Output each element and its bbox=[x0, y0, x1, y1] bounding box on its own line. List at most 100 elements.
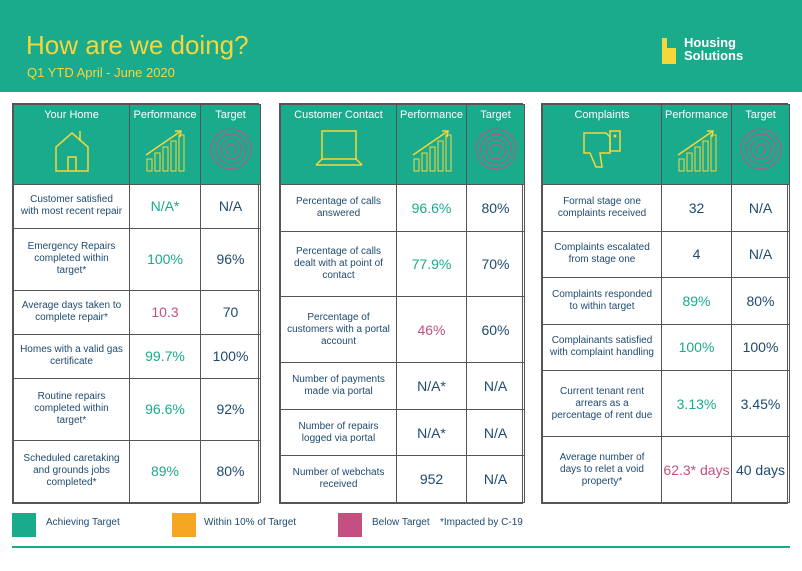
target-icon bbox=[740, 128, 781, 170]
heading-performance: Performance bbox=[661, 104, 732, 185]
heading-performance: Performance bbox=[129, 104, 201, 185]
table-row: Current tenant rent arrears as a percent… bbox=[542, 370, 790, 438]
table-row: Scheduled caretaking and grounds jobs co… bbox=[13, 439, 261, 504]
table-row: Formal stage one complaints received 32 … bbox=[542, 184, 790, 232]
heading-target: Target bbox=[466, 104, 525, 185]
target-value: 100% bbox=[731, 323, 790, 372]
target-value: N/A bbox=[731, 230, 790, 279]
metric-label: Emergency Repairs completed within targe… bbox=[13, 227, 130, 291]
target-value: 96% bbox=[200, 227, 261, 291]
target-value: 92% bbox=[200, 377, 261, 441]
target-value: 70% bbox=[466, 230, 525, 298]
target-value: 80% bbox=[466, 184, 525, 232]
metric-label: Number of payments made via portal bbox=[280, 362, 397, 410]
legend-within: Within 10% of Target bbox=[204, 517, 297, 528]
heading-complaints: Complaints bbox=[542, 104, 662, 185]
metric-label: Percentage of calls dealt with at point … bbox=[280, 230, 397, 298]
header-banner: How are we doing? Q1 YTD April - June 20… bbox=[0, 0, 802, 92]
target-value: 100% bbox=[200, 333, 261, 379]
legend-achieving: Achieving Target bbox=[46, 517, 120, 528]
performance-value: 77.9% bbox=[396, 230, 467, 298]
table-row: Homes with a valid gas certificate 99.7%… bbox=[13, 333, 261, 379]
table-row: Complaints responded to within target 89… bbox=[542, 277, 790, 325]
metric-label: Percentage of calls answered bbox=[280, 184, 397, 232]
table-row: Number of payments made via portal N/A* … bbox=[280, 362, 525, 410]
legend-note: *Impacted by C-19 bbox=[440, 517, 523, 528]
performance-value: 89% bbox=[129, 439, 201, 504]
target-value: 3.45% bbox=[731, 370, 790, 438]
performance-value: N/A* bbox=[396, 408, 467, 457]
performance-value: 46% bbox=[396, 296, 467, 364]
target-value: N/A bbox=[200, 184, 261, 229]
your-home-table: Your Home Performance bbox=[13, 104, 261, 504]
page-subtitle: Q1 YTD April - June 2020 bbox=[27, 65, 175, 80]
heading-customer-contact: Customer Contact bbox=[280, 104, 397, 185]
target-value: 70 bbox=[200, 289, 261, 335]
target-value: 80% bbox=[731, 277, 790, 325]
growth-chart-icon bbox=[412, 130, 451, 172]
performance-value: 952 bbox=[396, 455, 467, 503]
performance-value: 99.7% bbox=[129, 333, 201, 379]
performance-value: 100% bbox=[129, 227, 201, 291]
metric-label: Number of repairs logged via portal bbox=[280, 408, 397, 457]
performance-value: 3.13% bbox=[661, 370, 732, 438]
within-swatch bbox=[172, 513, 196, 537]
table-row: Customer satisfied with most recent repa… bbox=[13, 184, 261, 229]
metric-label: Routine repairs completed within target* bbox=[13, 377, 130, 441]
table-row: Percentage of calls dealt with at point … bbox=[280, 230, 525, 298]
performance-value: 100% bbox=[661, 323, 732, 372]
target-icon bbox=[210, 128, 251, 170]
target-value: N/A bbox=[466, 362, 525, 410]
performance-value: 4 bbox=[661, 230, 732, 279]
metric-label: Number of webchats received bbox=[280, 455, 397, 503]
performance-value: 89% bbox=[661, 277, 732, 325]
table-row: Complaints escalated from stage one 4 N/… bbox=[542, 230, 790, 279]
footer-divider bbox=[12, 546, 790, 548]
target-icon bbox=[475, 128, 516, 170]
performance-value: N/A* bbox=[396, 362, 467, 410]
table-row: Percentage of customers with a portal ac… bbox=[280, 296, 525, 364]
table-row: Percentage of calls answered 96.6% 80% bbox=[280, 184, 525, 232]
heading-your-home: Your Home bbox=[13, 104, 130, 185]
logo-mark-icon bbox=[662, 38, 676, 64]
growth-chart-icon bbox=[145, 130, 185, 172]
performance-value: 32 bbox=[661, 184, 732, 232]
achieving-swatch bbox=[12, 513, 36, 537]
target-value: N/A bbox=[731, 184, 790, 232]
heading-target: Target bbox=[731, 104, 790, 185]
metric-label: Scheduled caretaking and grounds jobs co… bbox=[13, 439, 130, 504]
house-icon bbox=[54, 131, 89, 172]
complaints-table: Complaints Performance bbox=[542, 104, 790, 503]
performance-value: 96.6% bbox=[129, 377, 201, 441]
customer-contact-table: Customer Contact Performance bbox=[280, 104, 525, 503]
housing-solutions-logo: Housing Solutions bbox=[662, 36, 762, 70]
metric-label: Formal stage one complaints received bbox=[542, 184, 662, 232]
table-row: Routine repairs completed within target*… bbox=[13, 377, 261, 441]
page-title: How are we doing? bbox=[26, 30, 249, 60]
target-value: 80% bbox=[200, 439, 261, 504]
metric-label: Percentage of customers with a portal ac… bbox=[280, 296, 397, 364]
laptop-icon bbox=[314, 130, 363, 166]
thumbs-down-icon bbox=[583, 130, 621, 168]
table-row: Number of webchats received 952 N/A bbox=[280, 455, 525, 503]
panel-customer-contact: Customer Contact Performance bbox=[279, 103, 525, 504]
target-value: N/A bbox=[466, 408, 525, 457]
target-value: 60% bbox=[466, 296, 525, 364]
performance-value: 96.6% bbox=[396, 184, 467, 232]
heading-target: Target bbox=[200, 104, 261, 185]
table-row: Complainants satisfied with complaint ha… bbox=[542, 323, 790, 372]
metric-label: Complainants satisfied with complaint ha… bbox=[542, 323, 662, 372]
metric-label: Average days taken to complete repair* bbox=[13, 289, 130, 335]
metric-label: Customer satisfied with most recent repa… bbox=[13, 184, 130, 229]
performance-value: 10.3 bbox=[129, 289, 201, 335]
panel-complaints: Complaints Performance bbox=[541, 103, 790, 504]
panel-your-home: Your Home Performance bbox=[12, 103, 261, 504]
metric-label: Homes with a valid gas certificate bbox=[13, 333, 130, 379]
heading-performance: Performance bbox=[396, 104, 467, 185]
target-value: N/A bbox=[466, 455, 525, 503]
table-row: Average days taken to complete repair* 1… bbox=[13, 289, 261, 335]
metric-label: Average number of days to relet a void p… bbox=[542, 436, 662, 503]
metric-label: Complaints escalated from stage one bbox=[542, 230, 662, 279]
legend-below: Below Target bbox=[372, 517, 430, 528]
target-value: 40 days bbox=[731, 436, 790, 503]
